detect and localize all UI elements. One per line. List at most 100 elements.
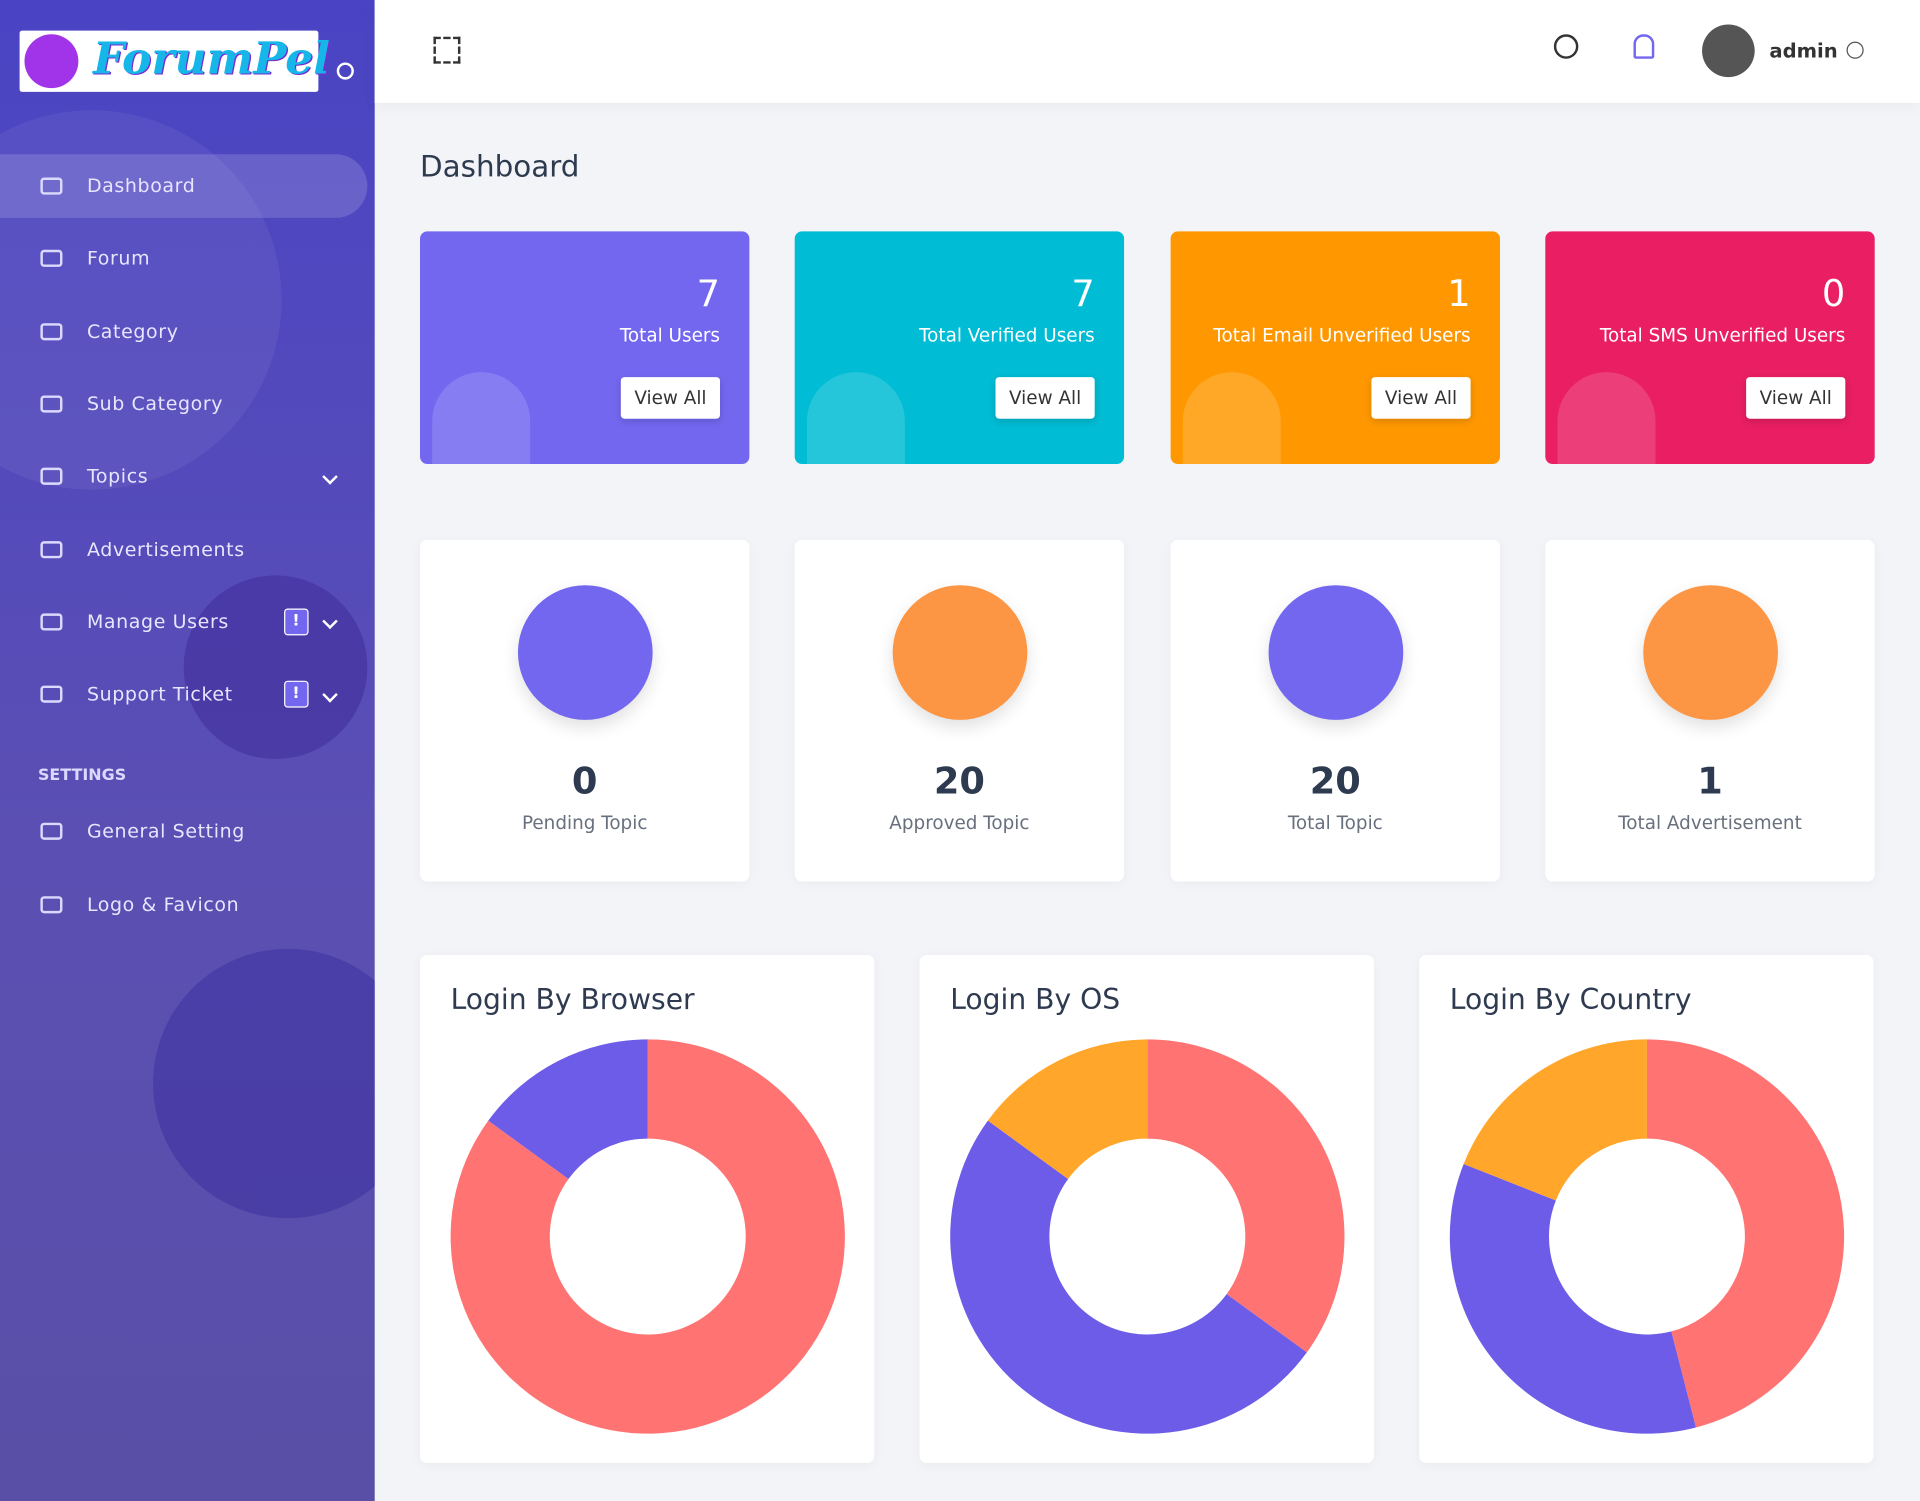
menu-label: Category — [86, 320, 179, 343]
donut-chart — [450, 1039, 845, 1434]
topic-value: 20 — [933, 760, 985, 804]
alert-badge: ! — [284, 608, 309, 636]
menu-icon — [40, 177, 63, 195]
menu-item[interactable]: Sub Category — [0, 372, 367, 436]
page-title: Dashboard — [420, 149, 580, 184]
stat-value: 0 — [1821, 273, 1846, 316]
avatar[interactable] — [1702, 24, 1755, 78]
menu-item[interactable]: Topics — [0, 445, 367, 509]
menu-item[interactable]: Forum — [0, 227, 367, 291]
topic-value: 0 — [571, 760, 598, 804]
view-all-button[interactable]: View All — [620, 377, 721, 419]
menu-icon — [40, 322, 63, 340]
donut-slice — [950, 1120, 1307, 1434]
card-bg-icon — [1557, 372, 1656, 465]
menu-label: Manage Users — [86, 610, 229, 633]
collapse-toggle[interactable] — [336, 62, 354, 80]
menu-icon — [40, 395, 63, 413]
stat-label: Total SMS Unverified Users — [1599, 324, 1846, 347]
menu-label: Dashboard — [86, 175, 196, 198]
menu-label: Topics — [86, 465, 149, 488]
logo-box: ForumPel — [19, 30, 330, 92]
chevron — [322, 613, 338, 630]
stat-value: 1 — [1447, 273, 1471, 316]
logo-icon — [24, 34, 79, 89]
menu-label: Logo & Favicon — [86, 893, 240, 916]
topic-card: 1 Total Advertisement — [1545, 539, 1875, 882]
topic-card: 20 Total Topic — [1170, 539, 1501, 882]
chart-card: Login By OS — [919, 954, 1374, 1464]
notification-button[interactable] — [1633, 34, 1655, 59]
topic-icon — [1643, 585, 1778, 720]
menu-label: Support Ticket — [86, 683, 233, 706]
menu-icon — [40, 467, 63, 486]
topic-label: Pending Topic — [521, 811, 648, 834]
section-label: SETTINGS — [37, 766, 127, 785]
card-bg-icon — [432, 372, 531, 465]
stat-card: 7 Total Users View All — [420, 231, 750, 465]
menu-item[interactable]: Advertisements — [0, 517, 367, 581]
menu-item[interactable]: Manage Users! — [0, 590, 367, 654]
card-bg-icon — [1182, 372, 1281, 465]
menu-icon — [40, 685, 63, 703]
topic-value: 20 — [1309, 760, 1361, 804]
chart-card: Login By Country — [1419, 954, 1874, 1464]
chevron — [322, 686, 338, 703]
menu-item[interactable]: Dashboard — [0, 154, 368, 218]
chart-title: Login By Country — [1449, 984, 1692, 1017]
stat-label: Total Email Unverified Users — [1213, 324, 1471, 347]
topic-value: 1 — [1697, 760, 1723, 804]
user-name[interactable]: admin — [1769, 39, 1838, 63]
donut-chart — [950, 1039, 1345, 1434]
stat-value: 7 — [1071, 273, 1095, 316]
topic-label: Total Topic — [1287, 811, 1383, 834]
sidebar: ForumPel Dashboard Forum Category Sub Categ… — [0, 0, 375, 1501]
donut-slice — [450, 1039, 845, 1434]
stat-card: 1 Total Email Unverified Users View All — [1170, 231, 1501, 465]
stat-value: 7 — [696, 273, 721, 316]
menu-item[interactable]: Category — [0, 299, 367, 363]
fullscreen-toggle[interactable] — [433, 36, 461, 64]
donut-slice — [488, 1039, 648, 1179]
donut-slice — [1449, 1163, 1696, 1434]
menu-icon — [40, 250, 63, 268]
stat-card: 0 Total SMS Unverified Users View All — [1545, 231, 1875, 465]
stat-card: 7 Total Verified Users View All — [794, 231, 1125, 465]
topic-card: 0 Pending Topic — [420, 539, 750, 882]
chart-title: Login By OS — [950, 984, 1121, 1017]
donut-slice — [987, 1039, 1148, 1179]
view-all-button[interactable]: View All — [1371, 377, 1471, 419]
menu-item[interactable]: Logo & Favicon — [0, 872, 367, 936]
menu-label: Forum — [86, 247, 151, 270]
topic-icon — [517, 585, 653, 720]
menu-label: General Setting — [86, 820, 245, 843]
menu-icon — [40, 540, 63, 558]
view-all-button[interactable]: View All — [1746, 377, 1846, 419]
topic-icon — [1268, 585, 1404, 720]
alert-badge: ! — [284, 680, 309, 708]
menu-icon — [40, 822, 63, 840]
search-button[interactable] — [1553, 34, 1579, 59]
menu-icon — [40, 613, 63, 631]
donut-slice — [1463, 1039, 1647, 1201]
menu-label: Sub Category — [86, 392, 224, 415]
user-dropdown[interactable] — [1846, 41, 1864, 59]
menu-item[interactable]: Support Ticket! — [0, 662, 367, 726]
card-bg-icon — [806, 372, 905, 465]
menu-label: Advertisements — [86, 538, 245, 561]
chart-card: Login By Browser — [420, 954, 875, 1464]
view-all-button[interactable]: View All — [995, 377, 1095, 419]
menu-item[interactable]: General Setting — [0, 799, 367, 863]
stat-label: Total Users — [619, 324, 721, 347]
donut-chart — [1449, 1039, 1845, 1434]
decor — [153, 948, 375, 1219]
donut-slice — [1646, 1039, 1845, 1428]
decor — [183, 575, 368, 760]
topic-icon — [892, 585, 1028, 720]
donut-slice — [1147, 1039, 1345, 1353]
logo-text: ForumPel — [93, 33, 331, 85]
topic-label: Total Advertisement — [1618, 811, 1802, 834]
chevron — [322, 468, 338, 485]
